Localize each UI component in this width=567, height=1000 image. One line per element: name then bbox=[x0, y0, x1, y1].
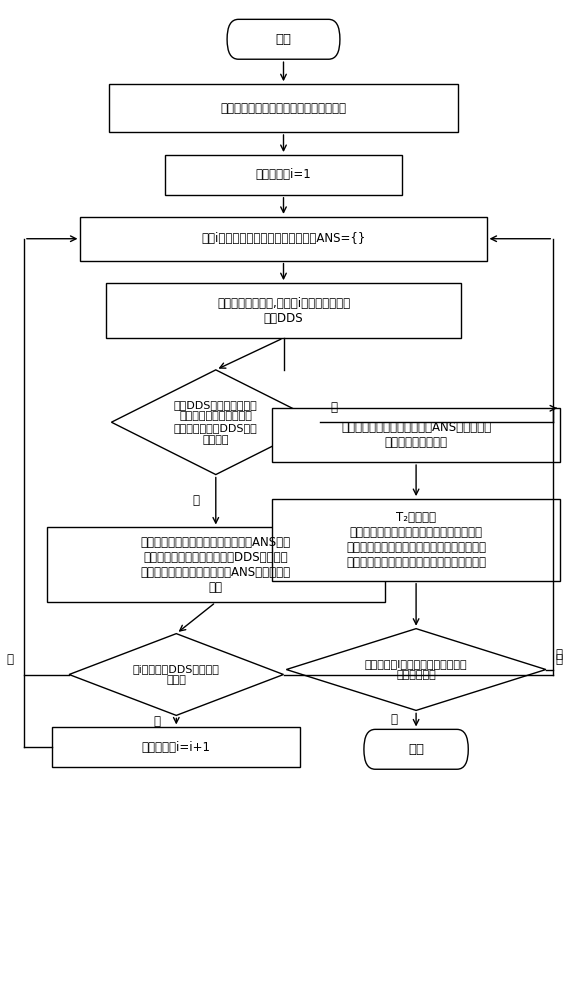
Text: 否: 否 bbox=[555, 653, 562, 666]
Text: 否: 否 bbox=[331, 401, 338, 414]
Polygon shape bbox=[286, 629, 546, 710]
Text: 将该节点对应数据块填充在该条带的ANS中；
并将这些数据块的三个副本从DDS中删除；
将该节点的权重值减去添加至ANS中的数据块
个数: 将该节点对应数据块填充在该条带的ANS中； 并将这些数据块的三个副本从DDS中删… bbox=[141, 536, 291, 594]
FancyBboxPatch shape bbox=[106, 283, 461, 338]
Text: 给生产集群中的每个节点分配负载权重值: 给生产集群中的每个节点分配负载权重值 bbox=[221, 102, 346, 115]
Text: 计时器启动，依据每个条带的ANS，对该条带
进行对应的分布编码: 计时器启动，依据每个条带的ANS，对该条带 进行对应的分布编码 bbox=[341, 421, 491, 449]
Text: 读取数据分布位图,得到第i个条带数据分布
集合DDS: 读取数据分布位图,得到第i个条带数据分布 集合DDS bbox=[217, 297, 350, 325]
Text: 是: 是 bbox=[390, 713, 397, 726]
Polygon shape bbox=[69, 634, 284, 715]
Text: 是: 是 bbox=[153, 715, 160, 728]
FancyBboxPatch shape bbox=[46, 527, 385, 602]
FancyBboxPatch shape bbox=[52, 727, 301, 767]
Text: 否: 否 bbox=[6, 653, 14, 666]
Text: 是: 是 bbox=[193, 494, 200, 507]
FancyBboxPatch shape bbox=[109, 84, 458, 132]
Text: 设置计数器i=1: 设置计数器i=1 bbox=[256, 168, 311, 181]
Text: 结束: 结束 bbox=[408, 743, 424, 756]
Polygon shape bbox=[111, 370, 320, 475]
Text: 依据计数器I的值，判断所有条带归
档是否已完成: 依据计数器I的值，判断所有条带归 档是否已完成 bbox=[365, 659, 467, 680]
FancyBboxPatch shape bbox=[81, 217, 486, 261]
FancyBboxPatch shape bbox=[165, 155, 402, 195]
FancyBboxPatch shape bbox=[227, 19, 340, 59]
Text: 第i个条带的DDS节点是否
全为空: 第i个条带的DDS节点是否 全为空 bbox=[133, 664, 220, 685]
FancyBboxPatch shape bbox=[364, 729, 468, 769]
Text: 选择DDS中负载权重值最
大的节点，判断权重值是
否大于该节点在DDS中数
据块个数: 选择DDS中负载权重值最 大的节点，判断权重值是 否大于该节点在DDS中数 据块… bbox=[174, 400, 257, 445]
Text: 对第i个条带，初始化其归档节点集合ANS={}: 对第i个条带，初始化其归档节点集合ANS={} bbox=[201, 232, 366, 245]
Text: 否: 否 bbox=[555, 648, 562, 661]
Text: T₂时间点，
已完成归档的节点，再次分配负载权重值，
未完成归档的节点，将该节点已完成数据块个
数减去未完成数据块个数作为其负载权重值。: T₂时间点， 已完成归档的节点，再次分配负载权重值， 未完成归档的节点，将该节点… bbox=[346, 511, 486, 569]
FancyBboxPatch shape bbox=[272, 408, 560, 462]
Text: 开始: 开始 bbox=[276, 33, 291, 46]
Text: 设置计数器i=i+1: 设置计数器i=i+1 bbox=[142, 741, 211, 754]
FancyBboxPatch shape bbox=[272, 499, 560, 581]
